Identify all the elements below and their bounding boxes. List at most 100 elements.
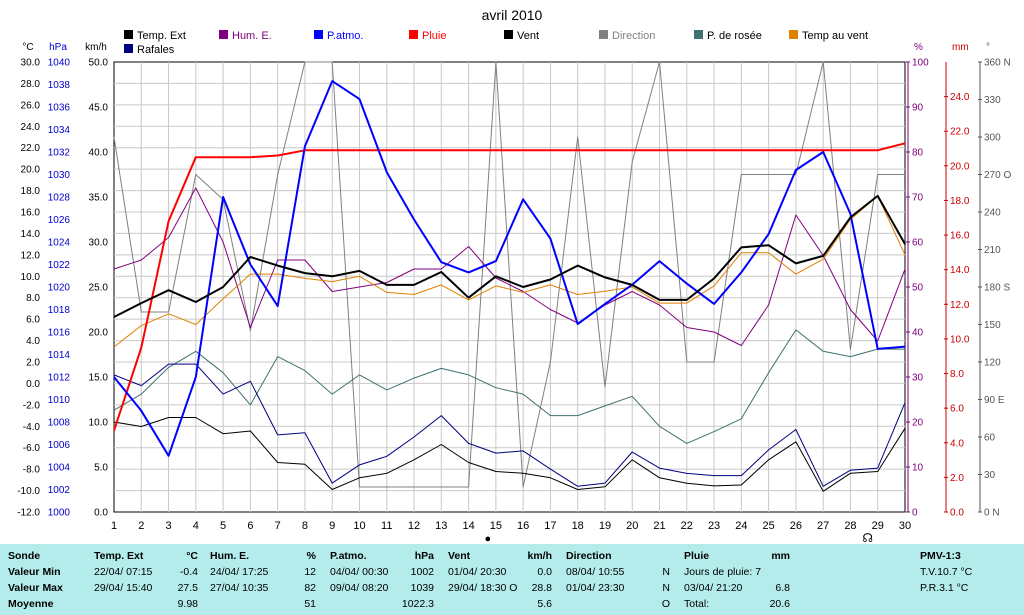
tick-label-left: 50.0 <box>89 58 109 69</box>
x-tick-label: 15 <box>490 520 502 532</box>
tick-label-right: 60 <box>912 238 924 249</box>
hum-title: Hum. E. <box>210 550 250 562</box>
summary-vent: Vent km/h 01/04/ 20:30 0.0 29/04/ 18:30 … <box>448 544 556 615</box>
tick-label-left: 1006 <box>48 440 71 451</box>
hum-max-date: 27/04/ 10:35 <box>210 582 269 594</box>
temp-min-date: 22/04/ 07:15 <box>94 566 153 578</box>
tick-label-left: 0.0 <box>94 508 108 519</box>
tick-label-left: 1030 <box>48 170 71 181</box>
legend-swatch <box>409 30 418 39</box>
tick-label-right: 60 <box>984 433 996 444</box>
summary-pmv: PMV-1:3 T.V.10.7 °C P.R.3.1 °C <box>802 544 1024 615</box>
tick-label-right: 150 <box>984 320 1001 331</box>
tick-label-left: 1040 <box>48 58 71 69</box>
tick-label-left: 8.0 <box>26 293 40 304</box>
tick-label-right: 24.0 <box>950 92 970 103</box>
tick-label-right: 10 <box>912 463 924 474</box>
tick-label-right: 90 E <box>984 395 1005 406</box>
patmo-max-val: 1039 <box>410 582 434 594</box>
series-line-direction <box>113 61 905 488</box>
temp-unit: °C <box>186 550 198 562</box>
pmv-title: PMV-1:3 <box>920 550 961 562</box>
chart-axes: °C30.028.026.024.022.020.018.016.014.012… <box>17 42 1011 544</box>
pluie-jours: Jours de pluie: 7 <box>684 566 762 578</box>
hum-min-val: 12 <box>304 566 316 578</box>
tick-label-right: 4.0 <box>950 438 964 449</box>
vent-min-date: 01/04/ 20:30 <box>448 566 507 578</box>
tick-label-left: 35.0 <box>89 193 109 204</box>
tick-label-left: -2.0 <box>23 400 41 411</box>
x-tick-label: 5 <box>220 520 226 532</box>
x-tick-label: 20 <box>626 520 638 532</box>
x-tick-label: 30 <box>899 520 911 532</box>
x-tick-label: 26 <box>790 520 802 532</box>
x-tick-label: 27 <box>817 520 829 532</box>
pluie-unit: mm <box>771 550 790 562</box>
series-line-temp-ext <box>113 194 906 318</box>
patmo-avg: 1022.3 <box>401 598 434 610</box>
direction-avg: O <box>661 598 670 610</box>
vent-avg: 5.6 <box>537 598 552 610</box>
tick-label-left: 20.0 <box>89 328 109 339</box>
moon-marker: ☊ <box>862 531 873 544</box>
legend-label: Rafales <box>137 44 175 56</box>
x-tick-label: 24 <box>735 520 747 532</box>
tick-label-left: 22.0 <box>21 143 41 154</box>
tick-label-left: -10.0 <box>17 486 40 497</box>
x-tick-label: 14 <box>462 520 474 532</box>
x-tick-label: 7 <box>275 520 281 532</box>
legend-label: Temp au vent <box>802 30 868 42</box>
tick-label-right: 2.0 <box>950 473 964 484</box>
tick-label-right: 50 <box>912 283 924 294</box>
x-tick-label: 28 <box>844 520 856 532</box>
chart-title: avril 2010 <box>482 7 543 23</box>
axis-unit-right: ° <box>986 42 990 53</box>
series-line-pluie <box>113 142 906 432</box>
tick-label-left: 40.0 <box>89 148 109 159</box>
axis-unit-left: hPa <box>49 42 67 53</box>
series-line-p-de-ros-e <box>113 329 905 444</box>
patmo-max-date: 09/04/ 08:20 <box>330 582 389 594</box>
tick-label-right: 300 <box>984 133 1001 144</box>
pluie-total-label: Total: <box>684 598 710 610</box>
moon-marker: ● <box>485 533 492 544</box>
tick-label-right: 0 N <box>984 508 1000 519</box>
tick-label-right: 10.0 <box>950 334 970 345</box>
summary-pluie: Pluie mm Jours de pluie: 7 03/04/ 21:20 … <box>684 544 794 615</box>
tick-label-left: 1034 <box>48 125 71 136</box>
hum-unit: % <box>306 550 316 562</box>
tick-label-right: 18.0 <box>950 196 970 207</box>
tick-label-right: 14.0 <box>950 265 970 276</box>
axis-unit-left: km/h <box>85 42 107 53</box>
tick-label-right: 80 <box>912 148 924 159</box>
axis-unit-right: % <box>914 42 923 53</box>
hum-min-date: 24/04/ 17:25 <box>210 566 269 578</box>
legend-swatch <box>694 30 703 39</box>
temp-max-val: 27.5 <box>177 582 198 594</box>
vent-title: Vent <box>448 550 471 562</box>
series-line-vent <box>113 417 906 492</box>
x-tick-label: 6 <box>247 520 253 532</box>
tick-label-right: 330 <box>984 95 1001 106</box>
tick-label-left: 5.0 <box>94 463 108 474</box>
axis-unit-left: °C <box>22 42 33 53</box>
tick-label-right: 180 S <box>984 283 1010 294</box>
tick-label-right: 90 <box>912 103 924 114</box>
tick-label-left: 24.0 <box>21 122 41 133</box>
direction-max-dir: N <box>662 582 670 594</box>
tick-label-right: 210 <box>984 245 1001 256</box>
tick-label-left: 1008 <box>48 418 71 429</box>
chart-legend: Temp. Ext Hum. E. P.atmo. Pluie Vent Directio… <box>124 30 868 56</box>
direction-min-date: 08/04/ 10:55 <box>566 566 625 578</box>
patmo-min-date: 04/04/ 00:30 <box>330 566 389 578</box>
row-label-avg: Moyenne <box>8 598 54 610</box>
tick-label-right: 20 <box>912 418 924 429</box>
tick-label-left: 1026 <box>48 215 71 226</box>
vent-max-date: 29/04/ 18:30 O <box>448 582 518 594</box>
patmo-min-val: 1002 <box>410 566 434 578</box>
tick-label-left: 6.0 <box>26 315 40 326</box>
summary-direction: Direction 08/04/ 10:55 N 01/04/ 23:30 N … <box>566 544 674 615</box>
tick-label-right: 360 N <box>984 58 1011 69</box>
tick-label-left: 10.0 <box>21 272 41 283</box>
temp-min-val: -0.4 <box>179 566 198 578</box>
